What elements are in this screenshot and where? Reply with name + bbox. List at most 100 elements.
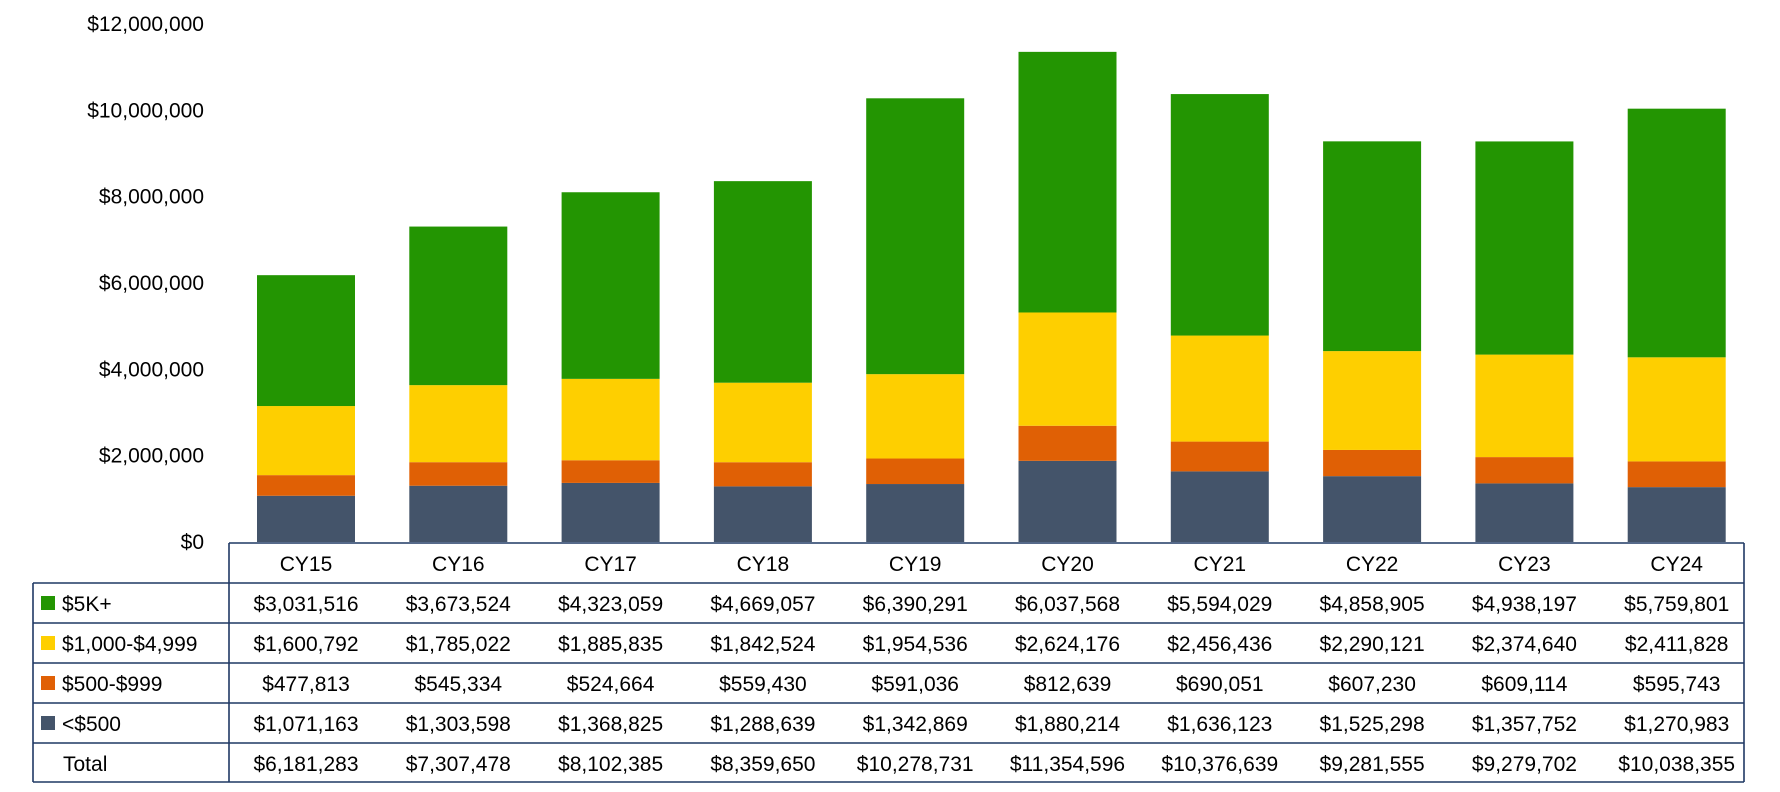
table-cell-value: $2,456,436 xyxy=(1167,633,1272,656)
y-tick-label: $8,000,000 xyxy=(99,186,204,209)
bar-segment xyxy=(866,98,965,375)
table-cell-value: $6,390,291 xyxy=(863,593,968,616)
table-cell-value: $9,279,702 xyxy=(1472,753,1577,776)
x-category-label: CY18 xyxy=(737,553,790,576)
bar-segment xyxy=(1170,335,1269,442)
x-category-label: CY22 xyxy=(1346,553,1399,576)
bar-segment xyxy=(561,378,660,461)
legend-key xyxy=(41,716,55,730)
table-cell-value: $10,376,639 xyxy=(1161,753,1278,776)
table-cell-value: $595,743 xyxy=(1633,673,1721,696)
table-cell-value: $4,938,197 xyxy=(1472,593,1577,616)
x-category-label: CY19 xyxy=(889,553,942,576)
legend-label: Total xyxy=(63,753,107,776)
table-cell-value: $4,669,057 xyxy=(710,593,815,616)
table-cell-value: $11,354,596 xyxy=(1010,753,1125,776)
bar-segment xyxy=(561,460,660,483)
y-tick-label: $2,000,000 xyxy=(99,445,204,468)
y-tick-label: $10,000,000 xyxy=(87,99,204,122)
table-cell-value: $477,813 xyxy=(262,673,350,696)
table-cell-value: $690,051 xyxy=(1176,673,1264,696)
bar-segment xyxy=(257,495,355,542)
legend-key xyxy=(41,636,55,650)
table-cell-value: $591,036 xyxy=(871,673,959,696)
bar-segment xyxy=(1627,461,1726,488)
table-cell-value: $1,270,983 xyxy=(1624,713,1729,736)
x-category-label: CY16 xyxy=(432,553,485,576)
bar-segment xyxy=(409,462,508,486)
table-cell-value: $5,759,801 xyxy=(1624,593,1729,616)
x-category-label: CY21 xyxy=(1194,553,1247,576)
legend-key xyxy=(41,596,55,610)
legend-label: $1,000-$4,999 xyxy=(62,633,197,656)
bar-segment xyxy=(1475,354,1574,458)
x-category-label: CY20 xyxy=(1041,553,1094,576)
table-cell-value: $1,288,639 xyxy=(710,713,815,736)
table-cell-value: $6,181,283 xyxy=(253,753,358,776)
table-cell-value: $8,102,385 xyxy=(558,753,663,776)
bar-segment xyxy=(257,475,355,496)
table-cell-value: $1,357,752 xyxy=(1472,713,1577,736)
table-cell-value: $545,334 xyxy=(415,673,503,696)
legend-label: $5K+ xyxy=(62,593,112,616)
table-cell-value: $8,359,650 xyxy=(710,753,815,776)
table-cell-value: $2,290,121 xyxy=(1320,633,1425,656)
table-cell-value: $4,858,905 xyxy=(1320,593,1425,616)
table-cell-value: $7,307,478 xyxy=(406,753,511,776)
legend-label: <$500 xyxy=(62,713,121,736)
table-cell-value: $1,885,835 xyxy=(558,633,663,656)
table-cell-value: $5,594,029 xyxy=(1167,593,1272,616)
table-cell-value: $1,842,524 xyxy=(710,633,815,656)
table-cell-value: $1,880,214 xyxy=(1015,713,1120,736)
table-cell-value: $2,374,640 xyxy=(1472,633,1577,656)
x-category-label: CY15 xyxy=(280,553,333,576)
table-cell-value: $1,785,022 xyxy=(406,633,511,656)
legend-key xyxy=(41,676,55,690)
bar-segment xyxy=(1627,487,1726,542)
bars xyxy=(257,51,1726,542)
table-cell-value: $1,600,792 xyxy=(253,633,358,656)
bar-segment xyxy=(1323,351,1422,450)
bar-segment xyxy=(866,484,965,542)
legend-label: $500-$999 xyxy=(62,673,162,696)
bar-segment xyxy=(1018,460,1117,542)
table-cell-value: $607,230 xyxy=(1328,673,1416,696)
bar-segment xyxy=(1170,441,1269,472)
bar-segment xyxy=(713,382,812,463)
bar-segment xyxy=(1170,471,1269,542)
bar-segment xyxy=(561,482,660,542)
bar-segment xyxy=(1018,51,1117,313)
bar-segment xyxy=(1018,312,1117,426)
bar-segment xyxy=(1475,483,1574,542)
bar-segment xyxy=(561,192,660,379)
bar-segment xyxy=(713,486,812,542)
bar-segment xyxy=(1018,425,1117,461)
table-cell-value: $1,636,123 xyxy=(1167,713,1272,736)
bar-segment xyxy=(409,385,508,463)
table-cell-value: $1,342,869 xyxy=(863,713,968,736)
table-cell-value: $524,664 xyxy=(567,673,655,696)
y-axis: $0 $2,000,000 $4,000,000 $6,000,000 $8,000,0… xyxy=(87,13,204,554)
data-table: CY15 CY16 CY17 CY18 CY19 CY20 CY21 CY22 CY23 CY24… xyxy=(32,542,1745,783)
table-cell-value: $559,430 xyxy=(719,673,807,696)
bar-segment xyxy=(1627,108,1726,358)
table-cell-value: $10,278,731 xyxy=(857,753,974,776)
table-cell-value: $609,114 xyxy=(1481,673,1567,696)
bar-segment xyxy=(1323,141,1422,352)
y-tick-label: $4,000,000 xyxy=(99,358,204,381)
bar-segment xyxy=(1627,357,1726,462)
table-cell-value: $4,323,059 xyxy=(558,593,663,616)
table-cell-value: $3,673,524 xyxy=(406,593,511,616)
bar-segment xyxy=(713,462,812,487)
y-tick-label: $12,000,000 xyxy=(87,13,204,36)
table-cell-value: $1,303,598 xyxy=(406,713,511,736)
table-cell-value: $6,037,568 xyxy=(1015,593,1120,616)
x-category-label: CY24 xyxy=(1650,553,1703,576)
bar-segment xyxy=(257,406,355,476)
bar-segment xyxy=(257,275,355,407)
bar-segment xyxy=(1323,449,1422,477)
bar-segment xyxy=(409,485,508,542)
bar-segment xyxy=(1475,141,1574,355)
bar-segment xyxy=(1475,457,1574,484)
